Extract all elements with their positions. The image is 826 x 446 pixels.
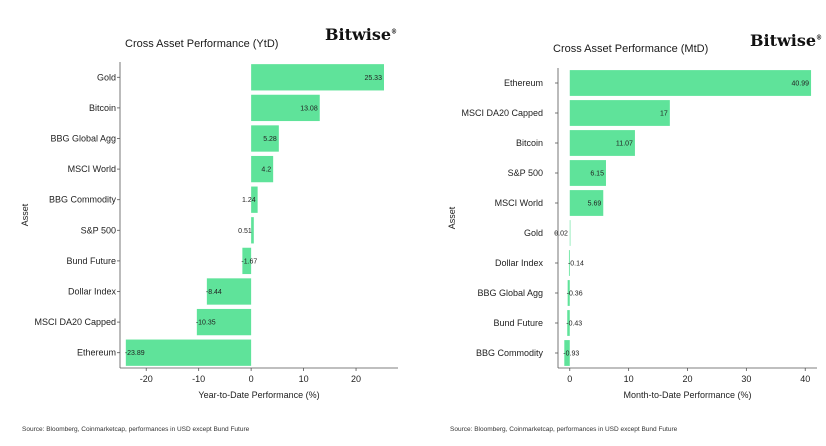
ytd-bar — [196, 308, 252, 336]
ytd-value-label: 5.28 — [263, 136, 277, 143]
mtd-value-label: 11.07 — [616, 141, 633, 148]
ytd-chart-title: Cross Asset Performance (YtD) — [125, 38, 279, 50]
mtd-x-tick-label: 30 — [741, 374, 751, 384]
registered-mark-icon: ® — [816, 34, 823, 42]
mtd-value-label: 0.02 — [554, 231, 568, 238]
ytd-value-label: -8.44 — [206, 289, 222, 296]
mtd-category-label: Bitcoin — [516, 138, 543, 148]
ytd-x-tick-label: 20 — [351, 374, 361, 384]
ytd-x-tick-label: 0 — [249, 374, 254, 384]
mtd-source-note: Source: Bloomberg, Coinmarketcap, perfor… — [450, 426, 678, 433]
ytd-bar — [242, 247, 252, 275]
ytd-category-label: BBG Global Agg — [50, 134, 116, 144]
mtd-x-tick-label: 40 — [800, 374, 810, 384]
mtd-value-label: 5.69 — [588, 201, 602, 208]
ytd-bar — [206, 278, 252, 305]
mtd-value-label: 17 — [660, 111, 668, 118]
ytd-bar — [251, 64, 384, 91]
ytd-bar — [125, 339, 252, 366]
ytd-value-label: -1.67 — [241, 258, 257, 265]
mtd-value-label: -0.43 — [566, 321, 582, 328]
mtd-bar — [569, 160, 606, 186]
ytd-value-label: -23.89 — [125, 350, 145, 357]
bitwise-logo: Bitwise® — [750, 31, 822, 50]
mtd-bar-chart: Ethereum 40.99 MSCI DA20 Capped 17 Bitcoin 11… — [447, 68, 817, 400]
bitwise-logo-text: Bitwise — [325, 25, 392, 44]
mtd-bar — [569, 70, 812, 96]
mtd-category-label: MSCI World — [495, 198, 543, 208]
mtd-bar — [569, 100, 670, 126]
mtd-category-label: Ethereum — [504, 78, 543, 88]
ytd-value-label: 4.2 — [261, 167, 271, 174]
mtd-bar — [569, 220, 571, 246]
mtd-chart-title: Cross Asset Performance (MtD) — [553, 43, 709, 55]
mtd-bar — [569, 190, 604, 216]
mtd-bar — [568, 250, 570, 276]
mtd-category-label: BBG Global Agg — [477, 288, 543, 298]
ytd-category-label: MSCI World — [68, 164, 116, 174]
ytd-source-note: Source: Bloomberg, Coinmarketcap, perfor… — [22, 426, 250, 433]
mtd-category-label: S&P 500 — [508, 168, 543, 178]
mtd-category-label: Gold — [524, 228, 543, 238]
mtd-value-label: -0.36 — [567, 291, 583, 298]
ytd-category-label: Bitcoin — [89, 103, 116, 113]
mtd-x-axis-label: Month-to-Date Performance (%) — [623, 390, 751, 400]
mtd-value-label: -0.14 — [568, 261, 584, 268]
ytd-bar-chart: Gold 25.33 Bitcoin 13.08 BBG Global Agg 5.28 M… — [20, 62, 398, 400]
ytd-bar — [251, 155, 274, 183]
mtd-category-label: Dollar Index — [495, 258, 544, 268]
ytd-category-label: BBG Commodity — [49, 195, 117, 205]
ytd-category-label: S&P 500 — [81, 225, 116, 235]
ytd-value-label: 13.08 — [300, 105, 318, 112]
mtd-x-tick-label: 0 — [567, 374, 572, 384]
ytd-x-tick-label: -10 — [192, 374, 205, 384]
ytd-x-tick-label: 10 — [299, 374, 309, 384]
ytd-y-axis-label: Asset — [20, 203, 30, 226]
bitwise-logo-text: Bitwise — [750, 31, 817, 50]
ytd-bar — [251, 217, 254, 244]
mtd-bar — [564, 340, 570, 366]
ytd-x-axis-label: Year-to-Date Performance (%) — [198, 390, 319, 400]
mtd-value-label: 6.15 — [590, 171, 604, 178]
mtd-bar — [569, 130, 635, 156]
ytd-category-label: Ethereum — [77, 348, 116, 358]
mtd-x-tick-label: 20 — [682, 374, 692, 384]
ytd-category-label: Bund Future — [66, 256, 116, 266]
mtd-x-tick-label: 10 — [624, 374, 634, 384]
mtd-category-label: BBG Commodity — [476, 348, 544, 358]
ytd-category-label: Gold — [97, 72, 116, 82]
ytd-x-tick-label: -20 — [140, 374, 153, 384]
ytd-bar — [251, 186, 258, 213]
ytd-panel: Cross Asset Performance (YtD) Bitwise® G… — [20, 25, 398, 433]
ytd-category-label: MSCI DA20 Capped — [34, 317, 116, 327]
ytd-value-label: 0.51 — [238, 228, 252, 235]
mtd-bar — [567, 280, 570, 306]
mtd-category-label: MSCI DA20 Capped — [461, 108, 543, 118]
ytd-value-label: 25.33 — [364, 75, 382, 82]
ytd-bar — [251, 125, 279, 152]
mtd-bar — [567, 310, 570, 336]
mtd-panel: Cross Asset Performance (MtD) Bitwise® E… — [413, 0, 826, 446]
ytd-value-label: 1.24 — [242, 197, 256, 204]
mtd-y-axis-label: Asset — [447, 206, 457, 229]
ytd-bar — [251, 94, 320, 122]
ytd-category-label: Dollar Index — [68, 287, 117, 297]
mtd-category-label: Bund Future — [493, 318, 543, 328]
mtd-value-label: 40.99 — [792, 81, 810, 88]
bitwise-logo: Bitwise® — [325, 25, 397, 44]
mtd-value-label: -0.93 — [563, 351, 579, 358]
ytd-value-label: -10.35 — [196, 320, 216, 327]
registered-mark-icon: ® — [391, 28, 398, 36]
